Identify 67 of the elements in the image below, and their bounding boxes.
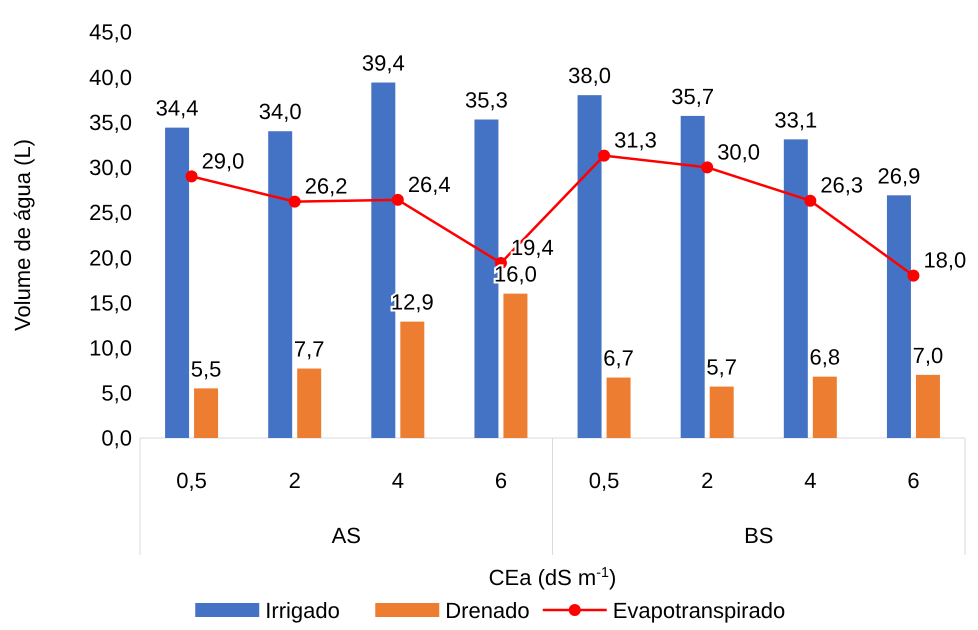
bar bbox=[268, 131, 292, 438]
bar bbox=[503, 294, 528, 438]
bar bbox=[812, 376, 837, 438]
x-tick-label: 4 bbox=[392, 468, 404, 493]
text: BS bbox=[744, 523, 774, 548]
data-label: 26,9 bbox=[878, 163, 920, 188]
data-label: 34,0 bbox=[258, 99, 302, 124]
y-tick-label: 30,0 bbox=[89, 155, 132, 180]
data-label: 30,0 bbox=[717, 139, 760, 164]
data-label: 26,3 bbox=[820, 172, 864, 198]
point bbox=[288, 196, 301, 208]
x-tick-label: 0,5 bbox=[588, 468, 620, 493]
legend-label: Drenado bbox=[445, 598, 530, 623]
data-label: 35,7 bbox=[671, 84, 714, 109]
data-label: 26,2 bbox=[304, 174, 348, 199]
x-tick-label: 2 bbox=[701, 468, 714, 493]
y-tick-label: 40,0 bbox=[89, 64, 132, 90]
bar bbox=[710, 386, 734, 438]
y-tick-label: 5,0 bbox=[101, 380, 132, 406]
y-tick-label: 35,0 bbox=[89, 110, 132, 135]
point bbox=[598, 150, 610, 162]
data-label: 6,7 bbox=[603, 346, 634, 371]
legend-label: Irrigado bbox=[265, 598, 340, 623]
bar bbox=[400, 322, 424, 438]
data-label: 7,0 bbox=[912, 342, 944, 368]
data-label: 31,3 bbox=[614, 128, 657, 153]
bar bbox=[297, 368, 322, 438]
point bbox=[392, 194, 404, 206]
data-label: 39,4 bbox=[362, 50, 405, 76]
y-axis-title: Volume de água (L) bbox=[10, 138, 35, 332]
data-label: 38,0 bbox=[568, 63, 611, 88]
data-label: 5,5 bbox=[190, 356, 222, 382]
x-tick-label: 6 bbox=[494, 468, 508, 493]
x-tick-label: 4 bbox=[804, 468, 816, 493]
legend-label: Evapotranspirado bbox=[612, 598, 786, 623]
text: AS bbox=[332, 523, 361, 548]
y-tick-label: 10,0 bbox=[89, 335, 132, 360]
x-tick-label: 6 bbox=[907, 468, 920, 493]
data-label: 26,4 bbox=[408, 172, 451, 197]
point bbox=[804, 194, 816, 207]
bar bbox=[165, 128, 190, 438]
x-tick-label: 0,5 bbox=[176, 468, 207, 493]
y-tick-label: 45,0 bbox=[89, 20, 132, 45]
point bbox=[186, 170, 198, 182]
point bbox=[701, 161, 714, 174]
data-label: 34,4 bbox=[156, 96, 198, 121]
data-label: 18,0 bbox=[923, 248, 966, 273]
point bbox=[907, 270, 920, 282]
data-label: 33,1 bbox=[774, 107, 818, 132]
data-label: 7,7 bbox=[294, 336, 324, 362]
bar bbox=[194, 388, 218, 438]
y-tick-label: 0,0 bbox=[101, 426, 132, 451]
y-tick-label: 15,0 bbox=[89, 290, 132, 316]
bar bbox=[680, 116, 705, 438]
data-label: 5,7 bbox=[706, 354, 737, 380]
data-label: 35,3 bbox=[465, 88, 508, 113]
y-tick-label: 25,0 bbox=[89, 200, 132, 226]
y-tick-label: 20,0 bbox=[89, 245, 132, 270]
data-label: 6,8 bbox=[810, 344, 840, 370]
bar bbox=[916, 374, 940, 438]
bar bbox=[606, 378, 631, 438]
bar bbox=[578, 95, 602, 438]
data-label: 29,0 bbox=[202, 148, 244, 174]
x-tick-label: 2 bbox=[288, 468, 301, 493]
bar bbox=[784, 139, 808, 438]
x-axis-title: CEa (dS m$^{-1}$) bbox=[488, 565, 616, 590]
bar bbox=[886, 195, 911, 438]
